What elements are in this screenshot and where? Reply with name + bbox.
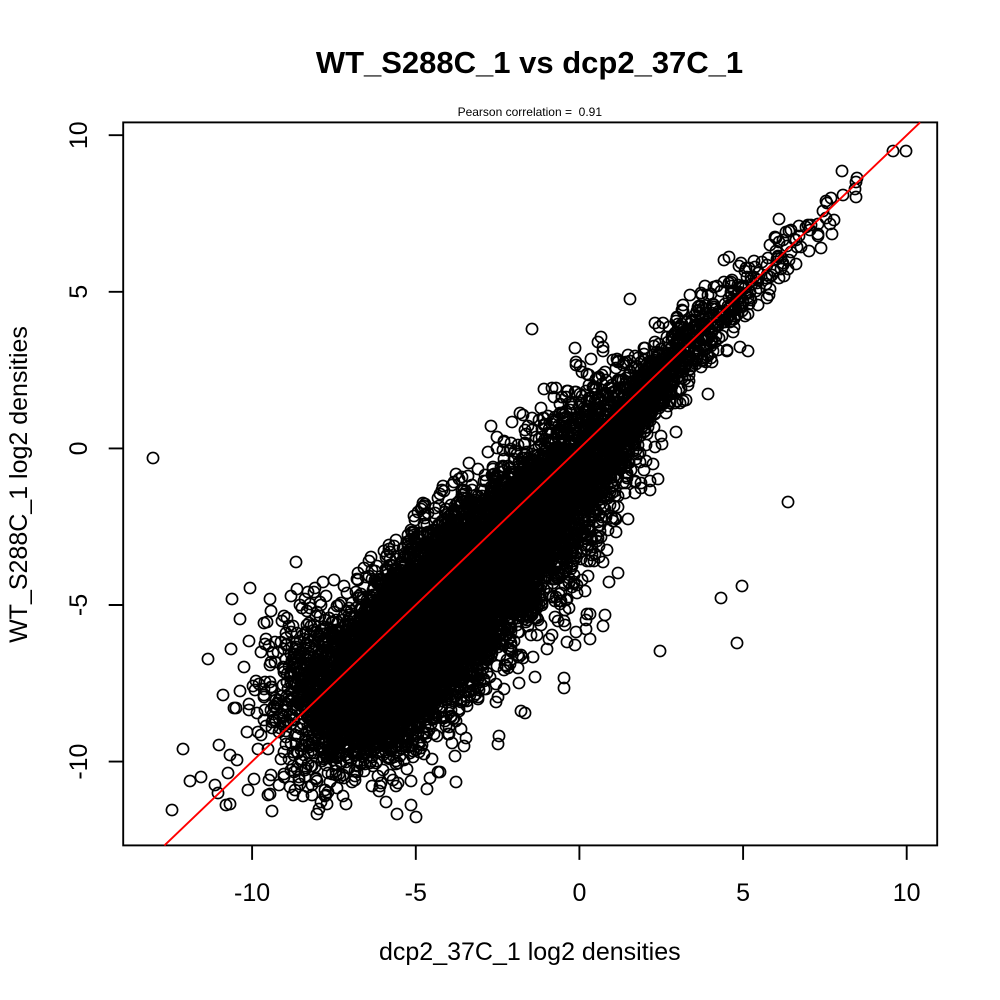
svg-text:10: 10 <box>65 121 93 149</box>
svg-text:5: 5 <box>736 879 750 907</box>
svg-text:-5: -5 <box>65 594 93 616</box>
svg-text:0: 0 <box>65 441 93 455</box>
svg-text:-10: -10 <box>65 744 93 780</box>
svg-text:Pearson correlation = 0.91: Pearson correlation = 0.91 <box>458 105 603 119</box>
svg-text:5: 5 <box>65 285 93 299</box>
svg-text:0: 0 <box>572 879 586 907</box>
svg-text:-5: -5 <box>405 879 427 907</box>
svg-text:WT_S288C_1 log2 densities: WT_S288C_1 log2 densities <box>5 326 33 643</box>
svg-text:-10: -10 <box>234 879 270 907</box>
svg-text:10: 10 <box>893 879 921 907</box>
svg-text:WT_S288C_1 vs dcp2_37C_1: WT_S288C_1 vs dcp2_37C_1 <box>316 45 743 80</box>
svg-text:dcp2_37C_1 log2 densities: dcp2_37C_1 log2 densities <box>379 938 681 966</box>
